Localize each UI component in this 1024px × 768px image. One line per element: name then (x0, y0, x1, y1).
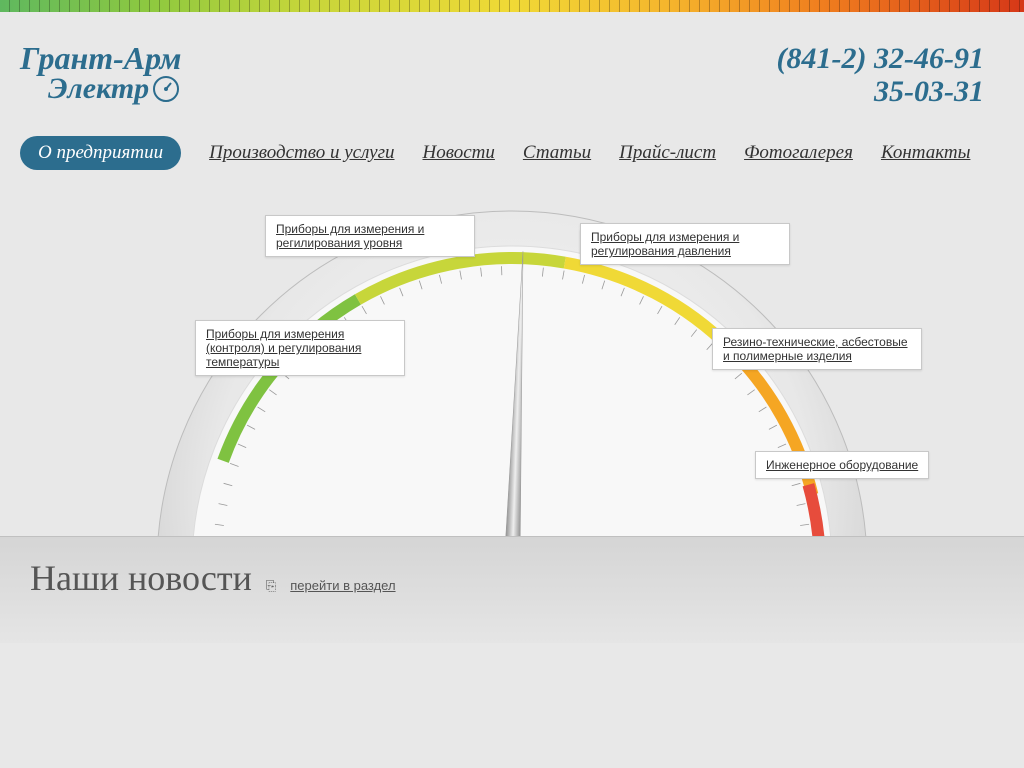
top-ruler (0, 0, 1024, 12)
news-section: Наши новости ⎘ перейти в раздел (0, 536, 1024, 643)
logo-line-2: Электр (48, 74, 181, 104)
category-tooltip-4[interactable]: Приборы для измерения (контроля) и регул… (195, 320, 405, 376)
nav-item-0[interactable]: О предприятии (20, 136, 181, 170)
phone-2: 35-03-31 (777, 75, 984, 108)
gauge-icon (153, 76, 179, 102)
main-nav: О предприятии Производство и услуги Новост… (0, 128, 1024, 186)
category-tooltip-3[interactable]: Резино-технические, асбестовые и полимер… (712, 328, 922, 370)
goto-icon: ⎘ (266, 578, 276, 594)
nav-item-2[interactable]: Новости (423, 142, 495, 164)
nav-item-4[interactable]: Прайс-лист (619, 142, 716, 164)
category-tooltip-2[interactable]: Приборы для измерения и регулирования да… (580, 223, 790, 265)
nav-item-3[interactable]: Статьи (523, 142, 591, 164)
gauge-area: Приборы электроизмерительныеРезино-техни… (0, 186, 1024, 536)
logo[interactable]: Грант-Арм Электр (20, 42, 181, 104)
category-tooltip-5[interactable]: Инженерное оборудование (755, 451, 929, 479)
phone-1: (841-2) 32-46-91 (777, 42, 984, 75)
category-tooltip-0[interactable]: Приборы для измерения и регилирования ур… (265, 215, 475, 257)
nav-item-1[interactable]: Производство и услуги (209, 142, 394, 164)
phone-block: (841-2) 32-46-91 35-03-31 (777, 42, 984, 108)
header: Грант-Арм Электр (841-2) 32-46-91 35-03-… (0, 12, 1024, 128)
nav-item-5[interactable]: Фотогалерея (744, 142, 853, 164)
nav-item-6[interactable]: Контакты (881, 142, 971, 164)
news-goto-link[interactable]: перейти в раздел (290, 578, 395, 593)
news-title: Наши новости (30, 557, 252, 599)
news-header: Наши новости ⎘ перейти в раздел (30, 557, 994, 599)
logo-line-1: Грант-Арм (20, 42, 181, 74)
